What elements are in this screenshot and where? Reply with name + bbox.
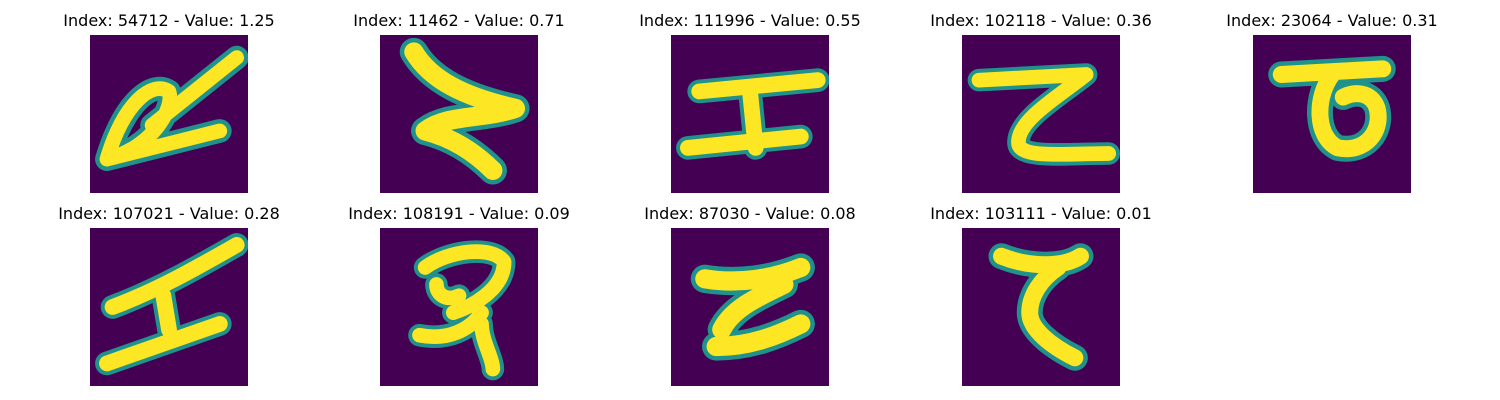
digit-image — [90, 35, 248, 193]
grid-tile: Index: 11462 - Value: 0.71 — [329, 0, 589, 193]
digit-image — [380, 35, 538, 193]
digit-image — [1253, 35, 1411, 193]
tile-title: Index: 108191 - Value: 0.09 — [348, 204, 570, 223]
digit-image — [671, 228, 829, 386]
grid-tile: Index: 102118 - Value: 0.36 — [911, 0, 1171, 193]
digit-image — [671, 35, 829, 193]
grid-tile: Index: 103111 - Value: 0.01 — [911, 193, 1171, 386]
tile-title: Index: 54712 - Value: 1.25 — [63, 11, 275, 30]
grid-tile: Index: 107021 - Value: 0.28 — [39, 193, 299, 386]
grid-tile: Index: 23064 - Value: 0.31 — [1202, 0, 1462, 193]
grid-tile: Index: 108191 - Value: 0.09 — [329, 193, 589, 386]
grid-tile: Index: 111996 - Value: 0.55 — [620, 0, 880, 193]
tile-title: Index: 102118 - Value: 0.36 — [930, 11, 1152, 30]
grid-tile: Index: 87030 - Value: 0.08 — [620, 193, 880, 386]
tile-title: Index: 11462 - Value: 0.71 — [353, 11, 565, 30]
tile-title: Index: 87030 - Value: 0.08 — [644, 204, 856, 223]
tile-title: Index: 103111 - Value: 0.01 — [930, 204, 1152, 223]
digit-image — [962, 35, 1120, 193]
grid-tile: Index: 54712 - Value: 1.25 — [39, 0, 299, 193]
tile-title: Index: 23064 - Value: 0.31 — [1226, 11, 1438, 30]
digit-image — [962, 228, 1120, 386]
tile-title: Index: 107021 - Value: 0.28 — [58, 204, 280, 223]
tile-title: Index: 111996 - Value: 0.55 — [639, 11, 861, 30]
digit-image — [90, 228, 248, 386]
digit-image — [380, 228, 538, 386]
